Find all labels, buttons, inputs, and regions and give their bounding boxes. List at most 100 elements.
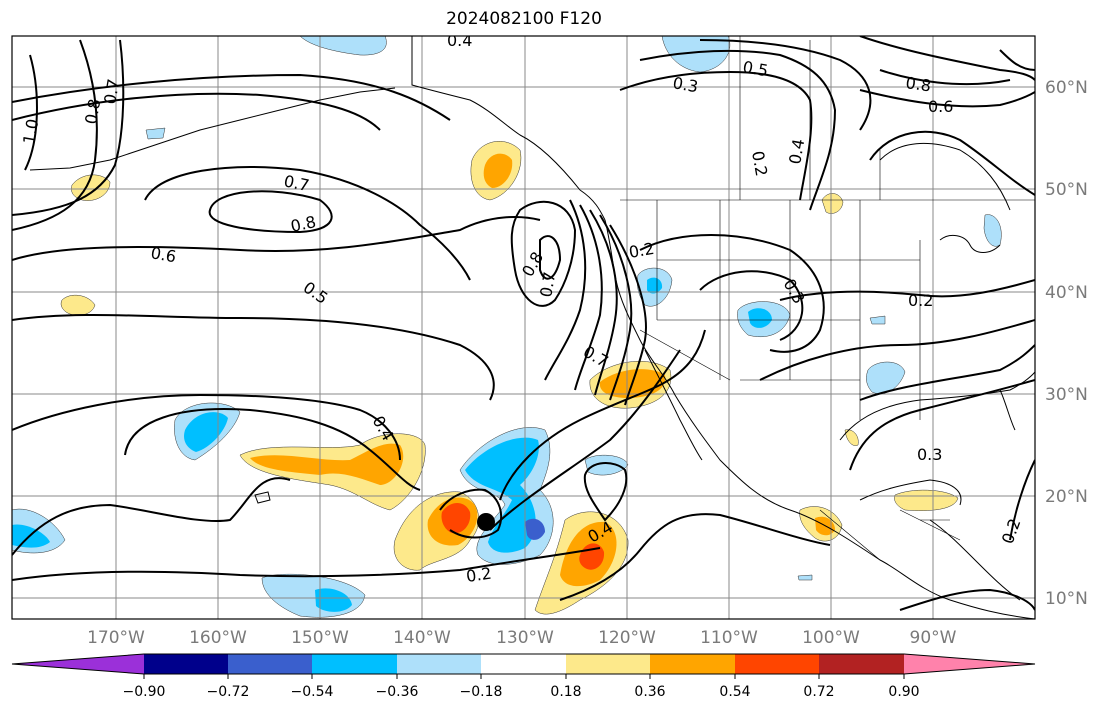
contour-line xyxy=(583,462,628,522)
contour-line xyxy=(599,214,633,401)
contour-label: 1.0 xyxy=(19,117,42,145)
contour-label: 0.3 xyxy=(917,445,942,464)
contour-label: 0.2 xyxy=(748,149,771,177)
colorbar-tick-label: −0.54 xyxy=(291,684,334,700)
colorbar-segment xyxy=(144,654,228,674)
contour-line xyxy=(859,89,1035,108)
contour-label: 0.8 xyxy=(904,73,932,95)
coast-yucatan xyxy=(859,479,962,506)
contour-line xyxy=(544,199,587,381)
lon-label: 120°W xyxy=(598,628,656,648)
shade-patch-deepsky-3 xyxy=(315,588,352,612)
lat-label: 20°N xyxy=(1045,487,1088,507)
shade-patch-yellow-9 xyxy=(894,489,959,511)
shade-patch-lightblue-12 xyxy=(145,127,166,140)
coast-central-america xyxy=(929,519,1021,601)
contour-line xyxy=(12,393,401,461)
shade-patch-deepsky-5 xyxy=(647,277,663,294)
colorbar-segment xyxy=(904,654,1035,674)
colorbar-segment xyxy=(566,654,650,674)
contour-line xyxy=(999,49,1035,71)
coast-island xyxy=(254,491,271,504)
shade-patch-lightblue-14 xyxy=(797,574,813,581)
lat-label: 10°N xyxy=(1045,589,1088,609)
contour-line xyxy=(24,54,38,171)
contour-line xyxy=(899,588,1035,611)
lat-label: 40°N xyxy=(1045,283,1088,303)
contour-line xyxy=(12,39,98,231)
contour-label: 0.7 xyxy=(282,171,311,195)
lon-label: 160°W xyxy=(189,628,247,648)
contour-line xyxy=(779,279,1035,301)
map-content: 0.4 0.5 0.8 0.6 0.3 0.7 0.8 0.6 0.5 1.0 … xyxy=(12,31,1035,619)
lon-label: 150°W xyxy=(291,628,349,648)
lon-label: 100°W xyxy=(802,628,860,648)
coast-aleutians xyxy=(29,87,396,171)
coast-alaska xyxy=(411,36,606,221)
contour-label: 0.8 xyxy=(289,212,318,236)
contour-label: 0.4 xyxy=(447,31,472,50)
contour-label: 0.7 xyxy=(536,270,559,298)
contour-line xyxy=(849,379,1035,471)
contour-line xyxy=(144,166,471,281)
contour-label: 0.8 xyxy=(81,97,104,125)
contour-line xyxy=(539,235,562,280)
contour-line xyxy=(859,344,1035,401)
contour-line xyxy=(859,36,1035,81)
colorbar-segment xyxy=(819,654,904,674)
contour-label: 0.2 xyxy=(908,291,933,310)
contour-line xyxy=(759,319,1035,381)
shade-patch-red xyxy=(441,503,471,534)
political-boundaries xyxy=(411,36,1035,561)
colorbar-segment xyxy=(312,654,397,674)
shade-patch-yellow-10 xyxy=(821,193,844,214)
shade-patch-deepsky-6 xyxy=(748,308,772,328)
coast-hudson xyxy=(879,142,1011,211)
coastlines xyxy=(29,36,1035,619)
colorbar-segment xyxy=(397,654,481,674)
storm-center-marker xyxy=(477,513,495,531)
contour-line xyxy=(609,224,647,406)
contour-label: 0.3 xyxy=(671,73,699,96)
contour-line xyxy=(574,204,603,391)
colorbar-tick-label: −0.18 xyxy=(460,684,503,700)
colorbar-tick-label: 0.18 xyxy=(550,684,581,700)
contour-line xyxy=(499,329,706,501)
latitude-labels: 60°N 50°N 40°N 30°N 20°N 10°N xyxy=(1045,78,1088,609)
shade-patch-deepsky-2 xyxy=(184,412,228,452)
colorbar-segment xyxy=(12,654,144,674)
contour-label: 0.6 xyxy=(149,243,177,266)
coast-north-america-west xyxy=(604,219,1035,619)
contour-line xyxy=(12,313,495,401)
contour-lines xyxy=(12,36,1035,611)
shade-patch-orange-5 xyxy=(483,153,513,188)
contour-line xyxy=(639,234,825,353)
colorbar-tick-label: −0.90 xyxy=(123,684,166,700)
map-title: 2024082100 F120 xyxy=(446,9,602,29)
lon-label: 170°W xyxy=(87,628,145,648)
coast-baja xyxy=(644,349,703,461)
shade-patch-orange xyxy=(250,443,404,485)
shade-patch-deepsky-4 xyxy=(12,524,50,548)
contour-label: 0.7 xyxy=(100,77,123,105)
contour-line xyxy=(124,408,421,491)
contour-line xyxy=(699,270,804,341)
contour-line xyxy=(589,209,618,396)
lat-label: 50°N xyxy=(1045,180,1088,200)
contour-label: 0.6 xyxy=(928,97,953,116)
contour-line xyxy=(559,513,831,601)
contour-line xyxy=(510,200,577,307)
contour-label: 0.5 xyxy=(741,57,769,80)
colorbar-tick-label: 0.90 xyxy=(888,684,919,700)
contour-line xyxy=(879,69,1011,86)
colorbar-tick-label: 0.72 xyxy=(803,684,834,700)
contour-line xyxy=(12,39,125,216)
colorbar: −0.90 −0.72 −0.54 −0.36 −0.18 0.18 0.36 … xyxy=(11,653,1036,700)
contour-label: 0.4 xyxy=(785,137,808,165)
coast-florida xyxy=(999,389,1016,431)
colorbar-tick-label: −0.72 xyxy=(207,684,250,700)
contour-label: 0.2 xyxy=(627,239,655,262)
colorbar-tick-label: 0.36 xyxy=(634,684,665,700)
contour-line xyxy=(12,477,291,556)
